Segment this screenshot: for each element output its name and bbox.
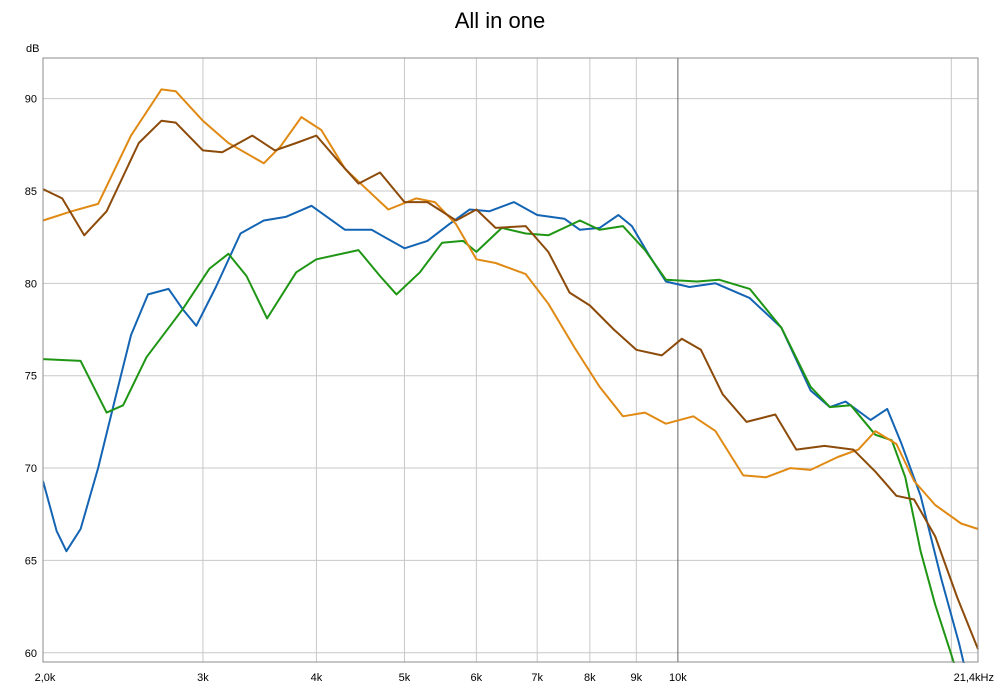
plot-frame	[42, 57, 979, 663]
grid-layer	[43, 58, 978, 662]
x-tick-label: 3k	[197, 672, 209, 684]
x-tick-label: 10k	[669, 672, 687, 684]
y-tick-label: 60	[25, 648, 37, 660]
series-line-2	[42, 219, 961, 681]
y-tick-label: 90	[25, 94, 37, 106]
x-tick-label: 6k	[471, 672, 483, 684]
axis-layer: 60 65 70 75 80 85 90 dB 2,0k 3k 4k 5k 6k 7k 8k 9k 10k 21,…	[0, 40, 1000, 688]
x-tick-label: 2,0k	[35, 672, 56, 684]
y-tick-label: 65	[25, 555, 37, 567]
y-tick-label: 85	[25, 186, 37, 198]
x-tick-label: 5k	[399, 672, 411, 684]
x-tick-label: 9k	[631, 672, 643, 684]
series-layer	[42, 88, 979, 685]
series-line-1	[42, 201, 970, 685]
plot-area	[43, 58, 978, 662]
x-tick-label: 7k	[531, 672, 543, 684]
y-tick-label: 75	[25, 371, 37, 383]
x-tick-label: 8k	[584, 672, 596, 684]
x-tick-label: 21,4kHz	[954, 672, 994, 684]
x-tick-label: 4k	[311, 672, 323, 684]
series-line-3	[42, 88, 979, 530]
y-axis-label: dB	[26, 43, 39, 55]
y-tick-label: 80	[25, 278, 37, 290]
chart-title: All in one	[454, 8, 546, 33]
series-line-4	[42, 119, 979, 650]
y-tick-label: 70	[25, 463, 37, 475]
